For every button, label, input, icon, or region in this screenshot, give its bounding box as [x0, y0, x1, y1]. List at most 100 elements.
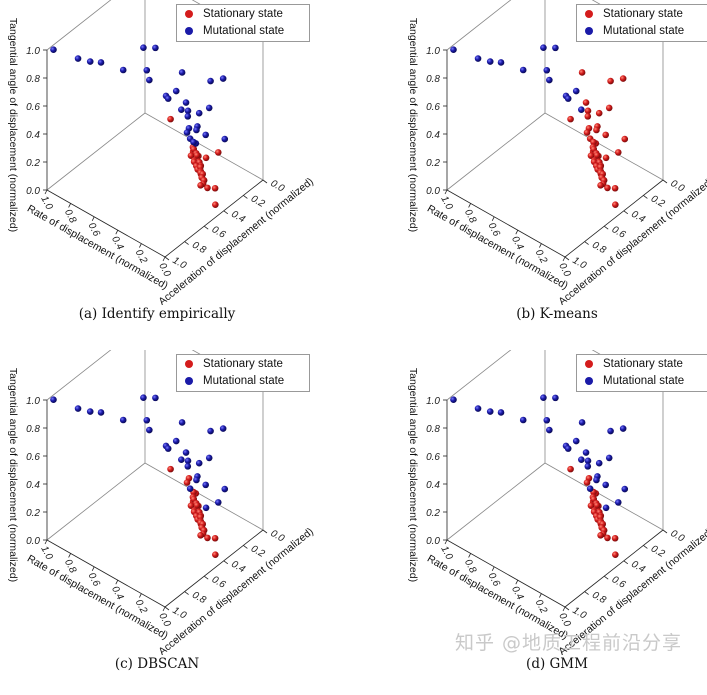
y-tick-label: 1.0 [571, 255, 589, 272]
mutational-point [546, 76, 553, 84]
legend-stationary: Stationary state [603, 8, 683, 20]
mutational-point [605, 454, 613, 462]
y-tick-label: 0.8 [590, 590, 608, 607]
z-tick-label: 0.2 [426, 508, 440, 519]
x-axis [446, 189, 566, 258]
mutational-point [543, 66, 551, 74]
mutational-point [450, 396, 457, 403]
z-axis-label: Tangential angle of displacement (normal… [7, 368, 19, 582]
y-tick-label: 0.6 [610, 574, 628, 591]
mutational-point [195, 109, 203, 117]
y-tick [262, 529, 268, 534]
mutational-point [572, 437, 580, 445]
stationary-point [605, 104, 613, 112]
chart-panel-c: 0.0 0.2 0.4 0.6 0.8 1.0 0.0 0.2 0.4 0.6 0.8 1.0 0.0 0… [0, 350, 400, 695]
y-tick [243, 195, 248, 199]
mutational-point [221, 135, 229, 143]
y-tick-label: 1.0 [171, 255, 189, 272]
mutational-point [207, 77, 214, 85]
y-axis [564, 179, 664, 258]
z-tick-label: 0.6 [26, 452, 40, 463]
chart-panel-d: 0.0 0.2 0.4 0.6 0.8 1.0 0.0 0.2 0.4 0.6 0.8 1.0 0.0 0… [400, 350, 707, 695]
legend: Stationary state Mutational state [576, 354, 707, 392]
stationary-point [612, 551, 619, 558]
stationary-point [197, 532, 204, 539]
x-tick [68, 553, 71, 558]
mutational-point [74, 55, 82, 62]
x-tick [115, 230, 119, 235]
x-tick [444, 189, 448, 195]
mutational-point [614, 499, 622, 506]
mutational-point [546, 426, 553, 434]
x-tick [44, 189, 48, 195]
y-tick [184, 241, 189, 245]
legend-mutational: Mutational state [203, 375, 285, 387]
x-tick [162, 606, 166, 612]
z-tick-label: 0.0 [426, 536, 440, 547]
stationary-point [593, 152, 601, 159]
mutational-point [140, 394, 147, 402]
y-axis [164, 529, 264, 608]
mutational-point [450, 46, 457, 53]
floor-edge [544, 112, 664, 181]
mutational-point [552, 394, 559, 402]
mutational-point [584, 457, 592, 465]
mutational-point [50, 396, 57, 403]
stationary-point [578, 69, 586, 76]
stationary-point [583, 129, 591, 136]
x-axis [46, 189, 166, 258]
stationary-point [183, 479, 191, 486]
stationary-point [604, 534, 611, 542]
x-tick [491, 566, 495, 571]
y-tick [164, 256, 170, 261]
y-tick-label: 0.4 [229, 209, 247, 226]
stationary-point [211, 184, 219, 192]
y-tick-label: 0.4 [629, 559, 647, 576]
z-tick-label: 1.0 [26, 396, 40, 407]
mutational-point [474, 55, 482, 62]
stationary-marker-icon [585, 10, 593, 18]
mutational-point [219, 425, 227, 432]
box-edge [46, 0, 112, 51]
mutational-point [50, 46, 57, 53]
mutational-point [607, 427, 614, 435]
stationary-point [612, 201, 619, 208]
z-tick-label: 0.2 [26, 158, 40, 169]
mutational-point [178, 456, 185, 463]
mutational-point [184, 113, 192, 120]
y-tick-label: 0.0 [669, 528, 687, 545]
mutational-point [519, 416, 527, 424]
stationary-point [583, 479, 591, 486]
legend: Stationary state Mutational state [576, 4, 707, 42]
y-tick [584, 241, 589, 245]
mutational-point [178, 69, 186, 76]
z-tick-label: 0.4 [26, 130, 40, 141]
mutational-point [474, 405, 482, 412]
z-tick-label: 0.2 [26, 508, 40, 519]
y-tick [203, 225, 209, 230]
mutational-point [205, 104, 213, 112]
z-tick-label: 0.8 [26, 424, 40, 435]
mutational-point [497, 59, 505, 66]
mutational-point [143, 416, 151, 424]
y-tick-label: 0.2 [249, 193, 267, 210]
mutational-point [146, 76, 153, 84]
floor-edge [544, 462, 664, 531]
mutational-point [193, 476, 200, 484]
caption: (c) DBSCAN [114, 656, 200, 672]
legend-stationary: Stationary state [603, 358, 683, 370]
z-tick-label: 0.8 [26, 74, 40, 85]
stationary-point [597, 182, 604, 189]
stationary-point [187, 152, 195, 159]
stationary-point [193, 502, 201, 509]
mutational-point [183, 129, 191, 136]
mutational-point [164, 95, 172, 102]
mutational-point [586, 485, 594, 493]
mutational-point [205, 454, 213, 462]
y-tick [603, 575, 609, 580]
mutational-point [184, 457, 192, 465]
x-tick [468, 203, 471, 208]
y-tick [223, 560, 229, 565]
stationary-point [582, 99, 590, 106]
mutational-point [202, 504, 210, 512]
